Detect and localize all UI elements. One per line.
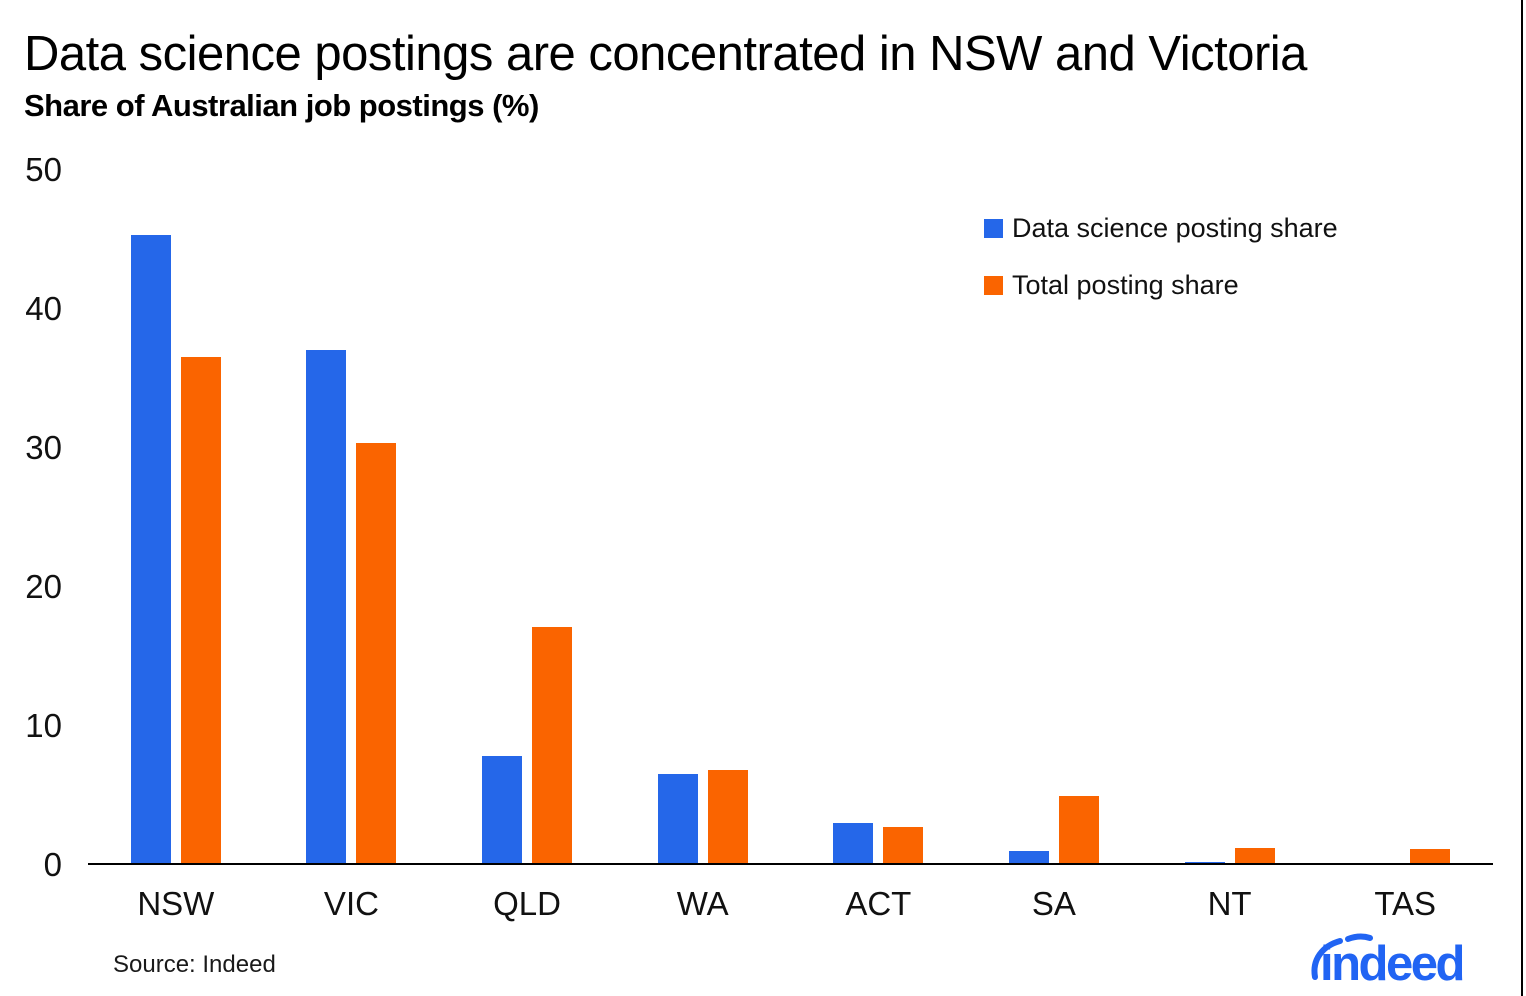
indeed-wordmark: indeed [1320,937,1465,991]
x-axis-label-sa: SA [1031,885,1076,922]
x-axis-label-nsw: NSW [137,885,215,922]
x-axis-label-act: ACT [845,885,912,922]
indeed-logo-arc-icon [1311,933,1373,980]
bar-pair [306,350,397,863]
legend-item-data-science: Data science posting share [984,213,1338,244]
bar-pair [130,234,221,863]
y-tick-label: 30 [25,429,62,466]
x-axis-label-vic: VIC [323,885,379,922]
legend-label: Data science posting share [1012,213,1338,243]
data-science-bar-wa [657,774,698,863]
bar-pair [1360,849,1451,863]
y-tick-label: 10 [25,707,62,744]
bar-group-act: ACT [791,170,967,922]
total-bar-nsw [180,357,221,863]
data-science-bar-nsw [130,234,171,863]
y-tick-label: 20 [25,568,62,605]
x-axis-label-wa: WA [676,885,729,922]
bar-pair [482,626,573,863]
legend: Data science posting share Total posting… [984,213,1338,327]
source-note: Source: Indeed [113,951,276,978]
data-science-bar-vic [306,350,347,863]
indeed-logo: indeed [1308,930,1508,994]
bar-group-vic: VIC [264,170,440,922]
legend-swatch-blue [984,219,1003,238]
bar-pair [657,769,748,863]
total-bar-vic [356,443,397,863]
y-tick-label: 40 [25,290,62,327]
legend-label: Total posting share [1012,270,1239,300]
data-science-bar-qld [482,755,523,863]
total-bar-sa [1058,796,1099,863]
y-tick-label: 50 [25,151,62,188]
data-science-bar-act [833,822,874,863]
bar-pair [1008,796,1099,863]
y-axis-labels: 0 10 20 30 40 50 [0,153,62,882]
total-bar-tas [1410,849,1451,863]
chart-subtitle: Share of Australian job postings (%) [24,88,539,123]
legend-swatch-orange [984,276,1003,295]
bar-group-nsw: NSW [88,170,264,922]
y-tick-label: 0 [43,846,62,883]
total-bar-act [883,826,924,863]
total-bar-qld [532,626,573,863]
chart-title: Data science postings are concentrated i… [24,27,1307,81]
bar-group-sa: SA [966,170,1142,922]
frame-right-border [1521,0,1523,996]
bar-pair [833,822,924,863]
bar-pair [1184,847,1275,863]
legend-item-total: Total posting share [984,270,1338,301]
plot-area: NSW VIC QLD WA ACT SA NT TAS [88,170,1493,922]
x-axis-label-qld: QLD [493,885,561,922]
data-science-bar-nt [1184,861,1225,863]
x-axis-label-nt: NT [1207,885,1252,922]
bar-group-nt: NT [1142,170,1318,922]
total-bar-nt [1234,847,1275,863]
bar-group-tas: TAS [1317,170,1493,922]
total-bar-wa [707,769,748,863]
x-axis-label-tas: TAS [1374,885,1437,922]
bar-group-wa: WA [615,170,791,922]
bar-group-qld: QLD [439,170,615,922]
data-science-bar-sa [1008,850,1049,863]
